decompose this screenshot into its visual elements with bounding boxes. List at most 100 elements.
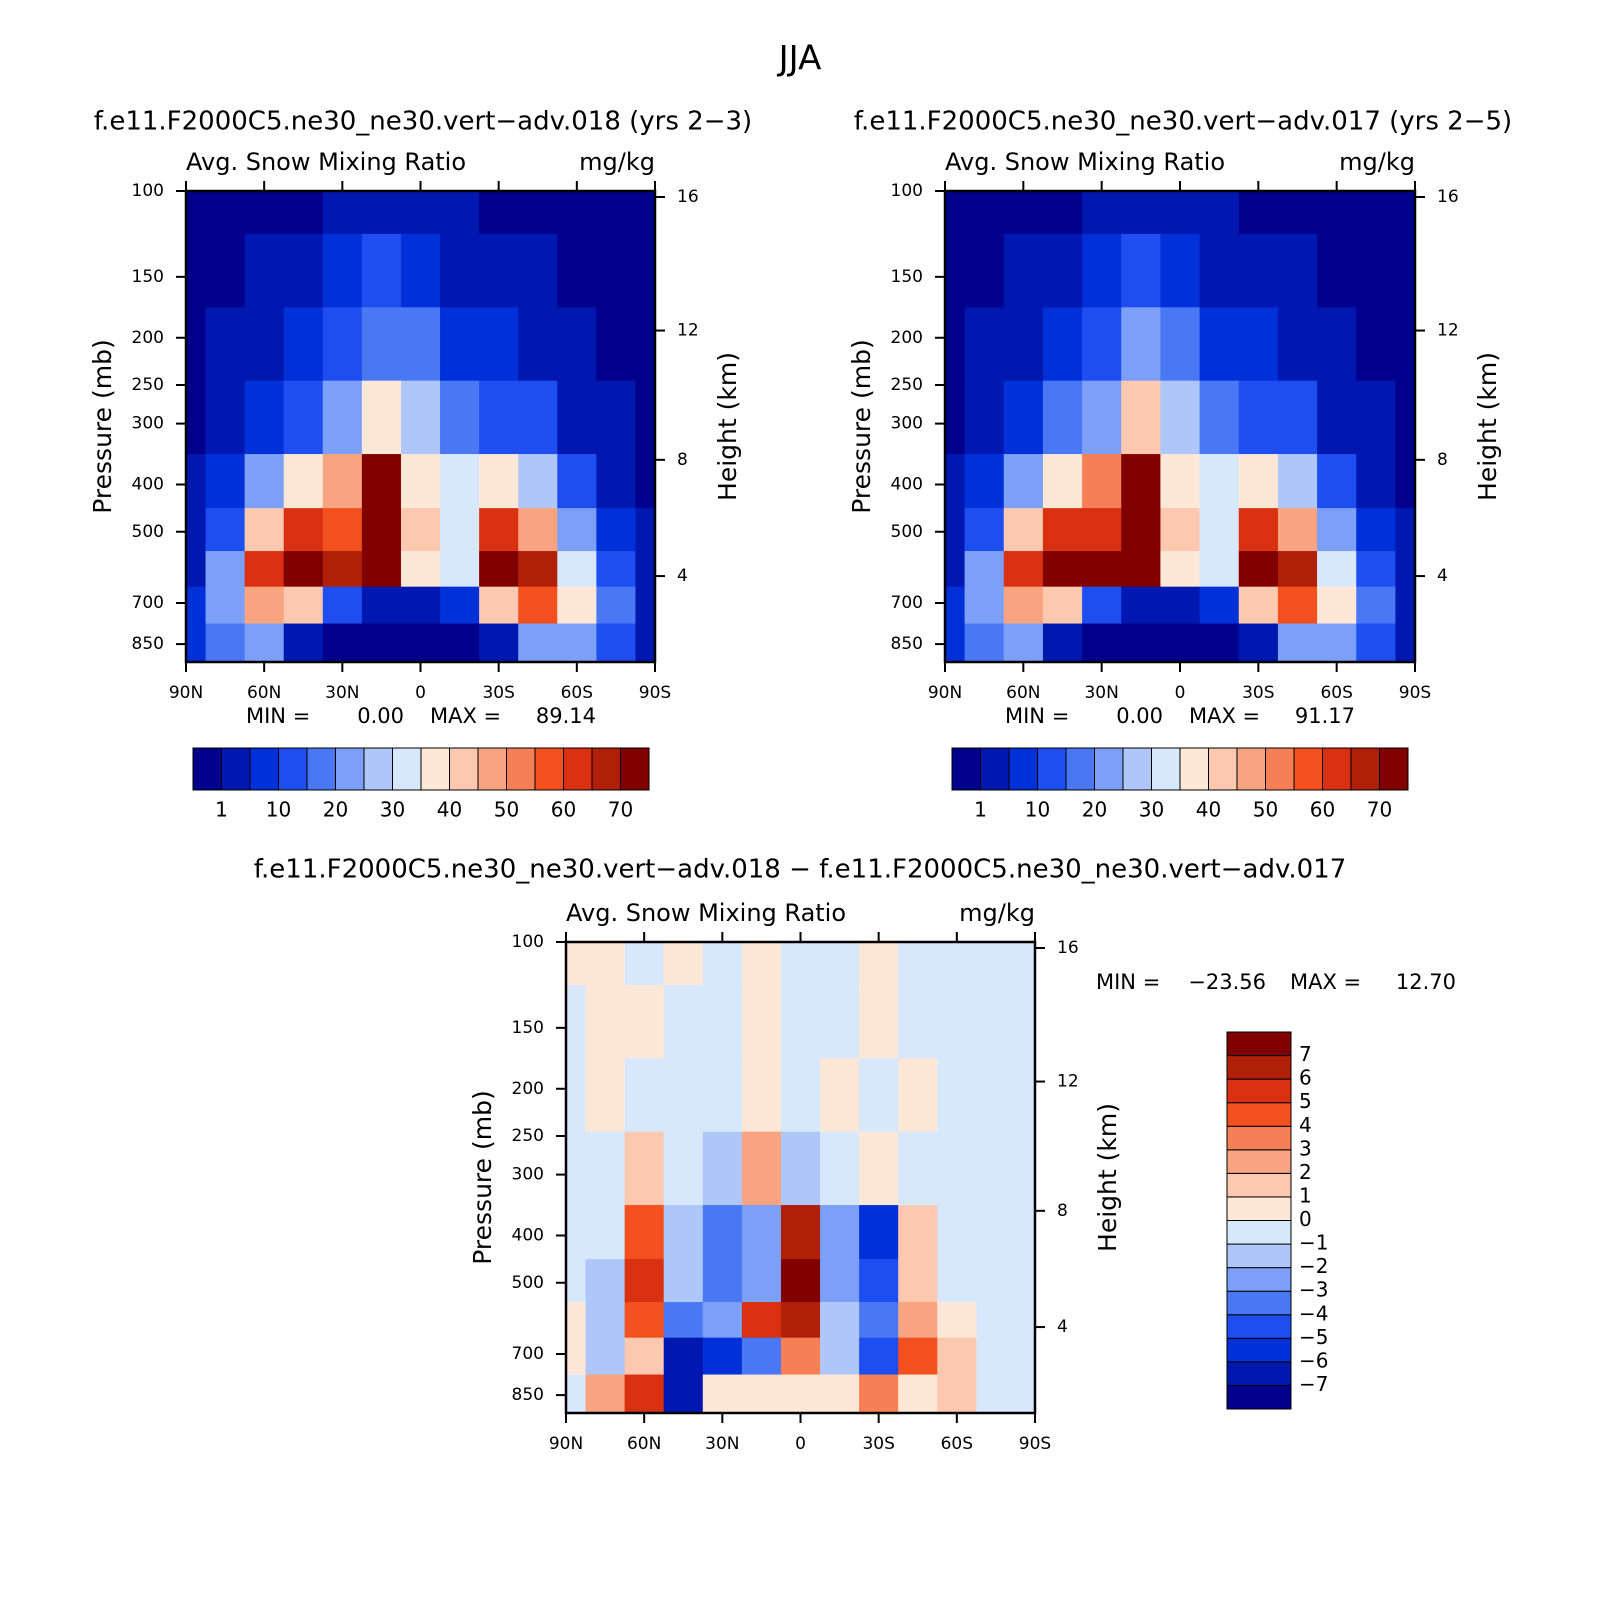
field-cell (898, 984, 938, 1059)
field-cell (663, 942, 704, 986)
field-cell (1003, 380, 1044, 455)
field-cell (1003, 454, 1044, 509)
field-cell (964, 307, 1005, 382)
colorbar-box (1226, 1243, 1292, 1269)
field-cell (244, 586, 285, 625)
x-tick-label: 60S (561, 683, 593, 703)
y-tick-label: 700 (132, 593, 164, 613)
field-cell (1121, 191, 1161, 235)
field-cell (205, 508, 246, 552)
field-cell (205, 233, 246, 308)
colorbar-box (1008, 747, 1038, 791)
field-cell (1277, 623, 1318, 663)
field-cell (1160, 380, 1201, 455)
field-cell (1160, 454, 1201, 509)
field-cell (976, 984, 1016, 1059)
field-cell (518, 454, 558, 509)
y-axis-title: Pressure (mb) (88, 339, 117, 513)
panel-title: f.e11.F2000C5.ne30_ne30.vert−adv.018 − f… (254, 855, 1346, 885)
field-cell (1015, 1302, 1036, 1339)
colorbar-label: 2 (1299, 1160, 1312, 1184)
subtitle-left: Avg. Snow Mixing Ratio (566, 899, 846, 927)
field-cell (596, 508, 636, 552)
y-tick-label: 400 (132, 475, 164, 495)
field-cell (964, 623, 1005, 663)
field-cell (186, 307, 207, 382)
x-tick-label: 0 (415, 683, 426, 703)
field-cell (898, 1302, 938, 1339)
field-cell (1277, 454, 1318, 509)
field-cell (663, 1302, 704, 1339)
field-cell (479, 551, 519, 588)
field-cell (518, 233, 558, 308)
field-cell (624, 1302, 665, 1339)
colorbar-box (1350, 747, 1380, 791)
min-text: MIN = (1005, 704, 1069, 728)
field-cell (741, 1259, 782, 1303)
colorbar-box (951, 747, 981, 791)
field-cell (1042, 623, 1083, 663)
field-cell (1356, 307, 1396, 382)
min-value: −23.56 (1188, 970, 1266, 994)
field-cell (1160, 191, 1201, 235)
colorbar-label: 5 (1299, 1089, 1312, 1113)
field-cell (283, 233, 324, 308)
y-tick-label: 300 (132, 414, 164, 434)
min-text: MIN = (246, 704, 310, 728)
y-tick-label: 850 (132, 634, 164, 654)
field-cell (361, 380, 402, 455)
field-cell (283, 307, 324, 382)
colorbar-label: 60 (551, 798, 576, 822)
field-cell (1317, 233, 1357, 308)
field-cell (585, 1337, 626, 1376)
field-cell (1199, 233, 1240, 308)
field-cell (1277, 551, 1318, 588)
colorbar-label: −2 (1299, 1254, 1328, 1278)
field-cell (1082, 586, 1122, 625)
field-cell (1003, 191, 1044, 235)
field-cell (702, 1337, 743, 1376)
field-cell (557, 551, 597, 588)
field-cell (186, 191, 207, 235)
field-cell (244, 307, 285, 382)
colorbar-box (1226, 1220, 1292, 1245)
field-cell (635, 508, 656, 552)
field-cell (945, 586, 966, 625)
field-cell (1121, 380, 1161, 455)
field-cell (596, 233, 636, 308)
field-cell (741, 1302, 782, 1339)
colorbar-box (1226, 1078, 1292, 1104)
field-cell (283, 380, 324, 455)
max-value: 91.17 (1295, 704, 1355, 728)
field-cell (1356, 508, 1396, 552)
field-cell (1082, 233, 1122, 308)
colorbar-label: 20 (1082, 798, 1107, 822)
subtitle-left: Avg. Snow Mixing Ratio (945, 148, 1225, 176)
max-text: MAX = (1290, 970, 1361, 994)
field-cell (518, 586, 558, 625)
colorbar-box (1226, 1267, 1292, 1292)
field-cell (1238, 191, 1279, 235)
field-cell (702, 942, 743, 986)
field-cell (244, 233, 285, 308)
field-cell (1121, 586, 1161, 625)
field-cell (557, 623, 597, 663)
y2-tick-label: 8 (1057, 1201, 1068, 1221)
field-cell (205, 586, 246, 625)
subtitle-right: mg/kg (959, 899, 1035, 927)
colorbar-box (1151, 747, 1181, 791)
field-cell (1042, 551, 1083, 588)
field-cell (1277, 307, 1318, 382)
field-cell (186, 233, 207, 308)
field-cell (1121, 307, 1161, 382)
x-tick-label: 60N (247, 683, 281, 703)
field-cell (1003, 508, 1044, 552)
field-cell (400, 623, 441, 663)
colorbar-label: 30 (380, 798, 405, 822)
field-cell (702, 1205, 743, 1260)
field-cell (186, 380, 207, 455)
field-cell (945, 454, 966, 509)
field-cell (1277, 508, 1318, 552)
field-cell (566, 1302, 587, 1339)
